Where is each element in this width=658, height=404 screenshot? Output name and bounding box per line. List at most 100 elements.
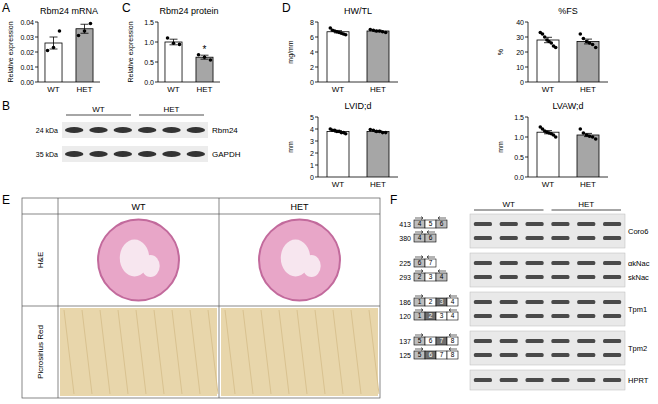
- point: [582, 37, 586, 41]
- y-tick-label: 3: [310, 138, 314, 145]
- fiber: [225, 310, 235, 394]
- point: [541, 32, 545, 36]
- exon-label: 3: [440, 312, 444, 319]
- y-tick-label: 8: [310, 19, 314, 26]
- size-label: 380: [399, 235, 411, 242]
- background: [0, 0, 658, 404]
- exon: [425, 234, 436, 242]
- gene-label: Tpm1: [628, 305, 647, 314]
- fiber: [351, 310, 361, 394]
- gel-band: [577, 378, 595, 382]
- point: [384, 131, 388, 135]
- y-tick: [525, 67, 528, 68]
- x-tick-label: WT: [332, 85, 345, 94]
- exon: [414, 259, 425, 267]
- chart-4: LVID;dmm012345WTHET: [287, 101, 398, 189]
- gel-band: [603, 300, 621, 304]
- x-tick-label: WT: [167, 85, 180, 94]
- exon-label: 7: [440, 351, 444, 358]
- exon: [447, 312, 458, 320]
- gel-band: [474, 261, 492, 265]
- chart-5: LVAW;dmm0.00.51.01.5WTHET: [497, 101, 608, 189]
- point: [203, 55, 207, 59]
- point: [58, 29, 62, 33]
- exon: [425, 259, 436, 267]
- exon: [414, 220, 425, 228]
- y-tick-label: 0.0: [144, 79, 154, 86]
- x-tick-label: HET: [197, 85, 213, 94]
- fiber: [64, 310, 74, 394]
- point: [384, 31, 388, 35]
- group-line: [139, 115, 204, 116]
- y-tick: [525, 137, 528, 138]
- y-tick-label: 2: [310, 64, 314, 71]
- y-tick: [315, 165, 318, 166]
- exon: [414, 273, 425, 281]
- blot-band: [138, 127, 156, 133]
- point: [89, 22, 93, 26]
- primer-arrow: [449, 295, 457, 298]
- y-tick: [35, 67, 38, 68]
- fiber: [136, 310, 146, 394]
- gel-strip: [470, 214, 625, 248]
- y-tick-label: 1: [310, 162, 314, 169]
- primer-arrow: [438, 270, 446, 273]
- panel-label: A: [2, 1, 10, 15]
- fiber: [190, 310, 200, 394]
- blot-band: [138, 151, 156, 157]
- y-tick: [525, 22, 528, 23]
- exon: [436, 220, 447, 228]
- primer-arrow: [415, 348, 423, 351]
- y-tick-label: 0.5: [144, 59, 154, 66]
- marks: [537, 31, 599, 82]
- y-tick-label: 0: [310, 79, 314, 86]
- point: [372, 28, 376, 32]
- panel-label: B: [2, 99, 10, 113]
- fiber: [82, 310, 92, 394]
- y-axis: [318, 117, 319, 177]
- gel-band: [603, 378, 621, 382]
- marks: [327, 26, 389, 82]
- y-tick: [525, 82, 528, 83]
- bar: [537, 40, 559, 82]
- chart-2: DHW/TLmg/mm02468WTHET: [282, 1, 398, 94]
- size-label: 413: [399, 221, 411, 228]
- bar: [367, 31, 389, 82]
- x-tick-label: HET: [580, 180, 596, 189]
- y-tick-label: 1.5: [144, 19, 154, 26]
- chart-title: Rbm24 mRNA: [40, 6, 98, 16]
- error-bar: [81, 24, 89, 33]
- y-axis: [528, 117, 529, 177]
- gel-band: [551, 222, 569, 226]
- picrosirius-section: [221, 308, 378, 396]
- chart-title: Rbm24 protein: [159, 6, 218, 16]
- y-tick: [315, 22, 318, 23]
- y-tick: [35, 22, 38, 23]
- exon-label: 6: [440, 220, 444, 227]
- error-bar: [201, 55, 209, 59]
- gel-band: [500, 353, 518, 357]
- bar: [537, 132, 559, 177]
- y-tick: [315, 141, 318, 142]
- primer-arrow: [438, 217, 446, 220]
- gene-label: Tpm2: [628, 344, 647, 353]
- y-tick: [315, 153, 318, 154]
- point: [381, 131, 385, 135]
- y-tick: [155, 42, 158, 43]
- point: [582, 131, 586, 135]
- chart-0: ARbm24 mRNARelative expression0.000.010.…: [2, 1, 100, 94]
- exon-label: 8: [451, 337, 455, 344]
- point: [166, 36, 170, 40]
- point: [344, 33, 348, 37]
- gel-band: [500, 314, 518, 318]
- x-tick-label: WT: [47, 85, 60, 94]
- he-section: [259, 220, 340, 301]
- chart-title: %FS: [558, 6, 578, 16]
- gene-label: αkNac: [628, 259, 650, 268]
- panel-label: F: [390, 193, 397, 207]
- point: [83, 29, 87, 33]
- primer-arrow: [427, 231, 435, 234]
- gel-band: [551, 275, 569, 279]
- y-tick-label: 4: [310, 126, 314, 133]
- y-tick: [35, 37, 38, 38]
